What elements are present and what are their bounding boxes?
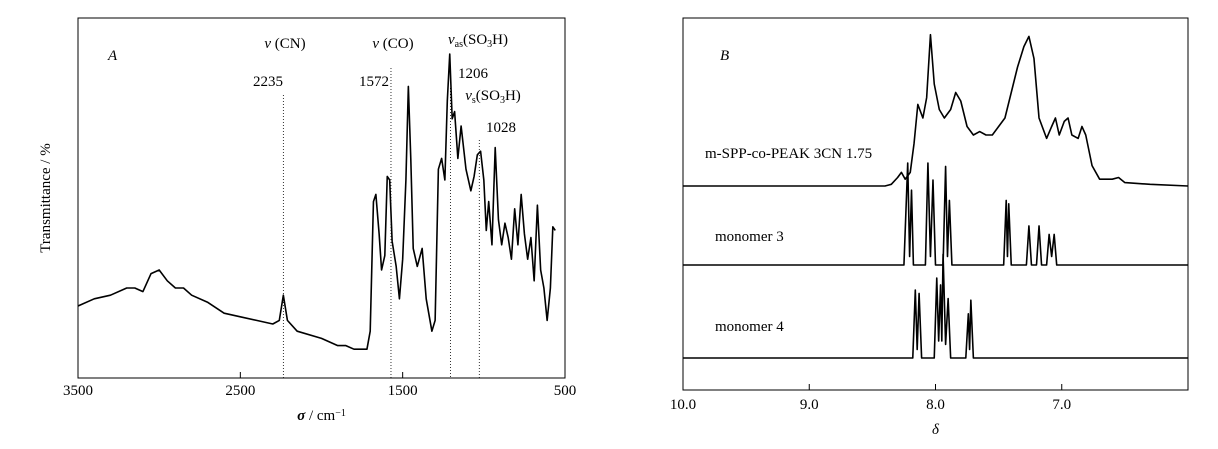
x-tick-label: 8.0 xyxy=(926,397,945,413)
text-part: (SO xyxy=(476,88,500,104)
y-axis-title: Transmittance / % xyxy=(38,143,54,252)
x-axis-title: σ / cm−1 xyxy=(297,408,346,425)
x-tick-label: 10.0 xyxy=(670,397,696,413)
spectrum-line xyxy=(77,53,556,350)
annotation-title: v (CO) xyxy=(372,36,413,52)
text-part: δ xyxy=(932,422,940,438)
x-tick-label: 9.0 xyxy=(800,397,819,413)
text-part: v xyxy=(372,36,379,52)
text-part: (CO) xyxy=(379,36,414,52)
x-axis-title: δ xyxy=(932,422,940,438)
text-part: (CN) xyxy=(271,36,306,52)
text-part: as xyxy=(455,39,463,50)
x-tick-label: 3500 xyxy=(63,383,93,399)
x-tick-label: 1500 xyxy=(388,383,418,399)
spectrum-line xyxy=(683,253,1188,359)
x-tick-label: 7.0 xyxy=(1052,397,1071,413)
text-part: −1 xyxy=(335,408,346,419)
text-part: 3 xyxy=(500,95,505,106)
x-tick-label: 2500 xyxy=(225,383,255,399)
plot-frame xyxy=(77,17,566,379)
text-part: v xyxy=(465,88,472,104)
panel-label: B xyxy=(720,48,729,64)
annotation-title: vas(SO3H) xyxy=(448,32,508,50)
spectrum-line xyxy=(683,162,1188,266)
annotation-value: 1206 xyxy=(458,66,489,82)
x-tick-label: 500 xyxy=(554,383,577,399)
text-part: / cm xyxy=(305,408,335,424)
text-part: H) xyxy=(492,32,508,48)
text-part: (SO xyxy=(463,32,487,48)
text-part: H) xyxy=(505,88,521,104)
text-part: v xyxy=(448,32,455,48)
series-label: monomer 4 xyxy=(715,319,784,335)
annotation-value: 1028 xyxy=(486,120,516,136)
panel-label: A xyxy=(107,48,118,64)
text-part: σ xyxy=(297,408,306,424)
spectrum-line xyxy=(683,33,1189,187)
text-part: v xyxy=(264,36,271,52)
annotation-title: vs(SO3H) xyxy=(465,88,521,106)
text-part: s xyxy=(472,95,476,106)
series-label: m-SPP-co-PEAK 3CN 1.75 xyxy=(705,146,872,162)
series-label: monomer 3 xyxy=(715,229,784,245)
annotation-value: 1572 xyxy=(359,74,389,90)
annotation-title: v (CN) xyxy=(264,36,305,52)
text-part: 3 xyxy=(487,39,492,50)
annotation-value: 2235 xyxy=(253,74,283,90)
